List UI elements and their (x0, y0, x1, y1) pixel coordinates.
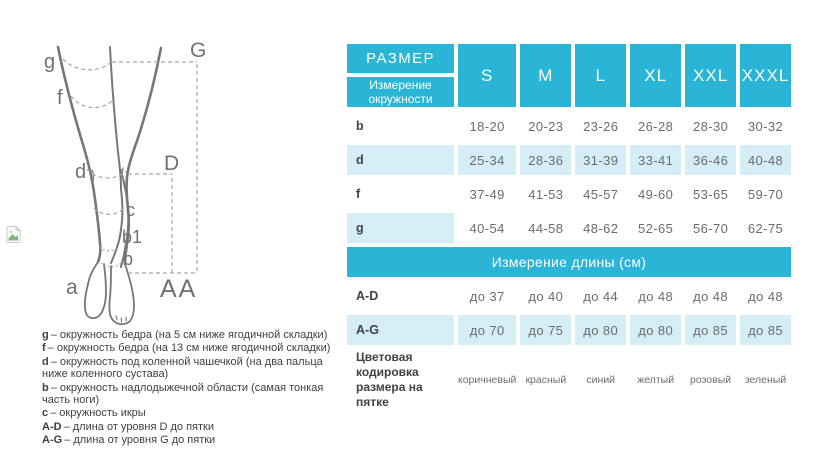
legend-text: – длина от уровня D до пятки (63, 420, 214, 433)
legend-text: – окружность бедра (на 13 см ниже ягодич… (47, 342, 331, 355)
diagram-label-b1: b1 (122, 227, 142, 247)
legend-key: d (42, 355, 49, 368)
table-cell: 48-62 (583, 220, 619, 236)
table-cell: до 80 (575, 315, 627, 345)
table-cell: 25-34 (458, 145, 517, 175)
table-cell: 62-75 (747, 220, 784, 236)
row-label-f: f (356, 187, 361, 201)
table-cell: до 70 (458, 315, 517, 345)
diagram-label-g: g (44, 51, 55, 73)
legend-key: g (42, 329, 49, 341)
table-cell: 59-70 (747, 186, 784, 202)
diagram-label-d: d (75, 161, 86, 183)
heel-color-xxxl: зеленый (744, 374, 787, 386)
leg-outlines (56, 45, 163, 266)
table-cell: 18-20 (469, 118, 505, 134)
legend-key: b (42, 381, 49, 394)
color-coding-label-text: Цветовая кодировка размера на пятке (356, 350, 423, 409)
heel-color-xxl: розовый (690, 374, 732, 386)
table-header-size: РАЗМЕР (347, 44, 454, 73)
table-cell: до 48 (748, 288, 783, 304)
diagram-label-D: D (164, 152, 179, 175)
broken-image-icon (5, 225, 22, 244)
table-cell: 52-65 (638, 220, 674, 236)
table-cell: 28-30 (692, 118, 729, 134)
legend-item-g: g – окружность бедра (на 5 см ниже ягодич… (42, 329, 349, 341)
legend-text: – длина от уровня G до пятки (64, 434, 216, 447)
row-label-b: b (356, 119, 364, 133)
table-cell: до 44 (583, 288, 619, 304)
row-label-d: d (347, 145, 454, 175)
heel-color-l: синий (586, 374, 616, 386)
table-cell: 33-41 (630, 145, 682, 175)
diagram-label-c: c (126, 200, 135, 220)
legend-item-ad: A-D – длина от уровня D до пятки (42, 421, 349, 433)
table-cell: до 80 (630, 315, 682, 345)
table-cell: 45-57 (583, 186, 619, 202)
table-cell: до 85 (685, 315, 737, 345)
measurement-legend: g – окружность бедра (на 5 см ниже ягодич… (42, 329, 349, 448)
row-label-g: g (347, 213, 454, 243)
table-cell: 23-26 (583, 118, 619, 134)
table-header-measure: Измерение окружности (347, 77, 454, 107)
table-cell: до 37 (469, 288, 505, 304)
table-cell: 41-53 (528, 186, 564, 202)
table-cell: 37-49 (469, 186, 505, 202)
legend-text: – окружность под коленной чашечкой (на д… (42, 355, 323, 381)
legend-key: f (42, 342, 46, 355)
legend-item-ag: A-G – длина от уровня G до пятки (42, 434, 349, 446)
table-cell: 40-48 (740, 145, 791, 175)
leg-measurement-diagram: g f d c b1 b a G D AA (44, 39, 206, 326)
heel-color-s: коричневый (458, 374, 517, 386)
row-label-a-g: A-G (347, 315, 454, 345)
legend-item-d: d – окружность под коленной чашечкой (на … (42, 356, 349, 381)
table-cell: 20-23 (528, 118, 564, 134)
legend-text: – окружность бедра (на 5 см ниже ягодичн… (50, 329, 328, 341)
measurement-dashed-lines (62, 58, 198, 274)
length-section-header: Измерение длины (см) (347, 247, 791, 277)
table-cell: до 48 (693, 288, 729, 304)
heel-color-xl: желтый (637, 374, 675, 386)
table-cell: 31-39 (575, 145, 627, 175)
legend-key: c (42, 407, 49, 420)
legend-item-b: b – окружность надлодыжечной области (сам… (42, 382, 349, 407)
legend-text: – окружность надлодыжечной области (сама… (42, 381, 324, 407)
diagram-label-AA: AA (160, 275, 197, 303)
feet-outlines (84, 261, 135, 326)
diagram-label-a: a (66, 276, 78, 299)
table-cell: до 85 (740, 315, 791, 345)
table-cell: 30-32 (747, 118, 784, 134)
diagram-label-b: b (123, 249, 133, 269)
table-cell: до 40 (528, 288, 564, 304)
diagram-label-f: f (57, 87, 63, 109)
legend-item-f: f – окружность бедра (на 13 см ниже ягоди… (42, 342, 349, 354)
size-column-l: L (575, 44, 627, 107)
table-cell: 44-58 (528, 220, 564, 236)
row-label-a-d: A-D (356, 289, 379, 303)
table-cell: 36-46 (685, 145, 737, 175)
legend-key: A-D (42, 420, 62, 433)
table-cell: 28-36 (520, 145, 572, 175)
table-cell: до 48 (638, 288, 674, 304)
size-table: РАЗМЕР Измерение окружности S M L XL XXL… (347, 44, 791, 411)
row-label-color-coding: Цветовая кодировка размера на пятке (347, 349, 454, 411)
size-column-xl: XL (630, 44, 682, 107)
size-column-xxl: XXL (685, 44, 737, 107)
table-cell: 53-65 (692, 186, 729, 202)
legend-text: – окружность икры (50, 407, 146, 420)
legend-key: A-G (42, 434, 63, 447)
table-cell: 26-28 (638, 118, 674, 134)
size-column-m: M (520, 44, 572, 107)
table-cell: 56-70 (692, 220, 729, 236)
size-column-s: S (458, 44, 517, 107)
table-cell: 49-60 (638, 186, 674, 202)
heel-color-m: красный (525, 374, 567, 386)
table-cell: 40-54 (469, 220, 505, 236)
diagram-label-G: G (190, 39, 206, 62)
legend-item-c: c – окружность икры (42, 407, 349, 419)
table-cell: до 75 (520, 315, 572, 345)
leg-inner-lines (91, 46, 130, 268)
size-column-xxxl: XXXL (740, 44, 791, 107)
